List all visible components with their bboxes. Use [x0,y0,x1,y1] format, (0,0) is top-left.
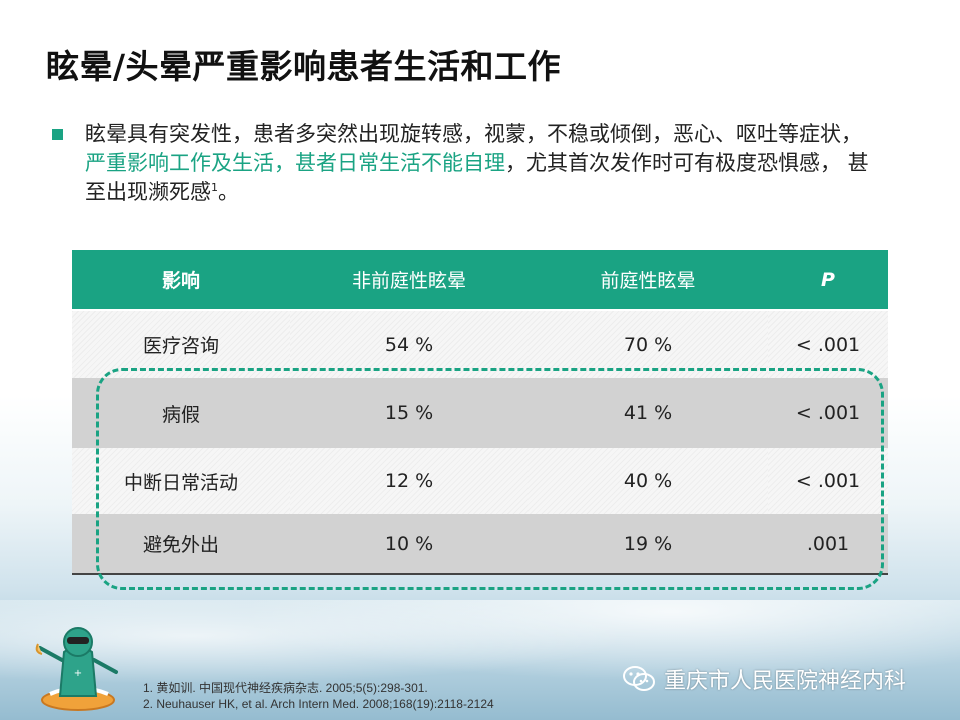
reference-item: 2. Neuhauser HK, et al. Arch Intern Med.… [143,697,494,711]
citation-superscript: 1 [211,181,218,194]
non-vestibular-value: 10 % [290,514,528,575]
vestibular-value: 40 % [528,448,768,514]
non-vestibular-value: 54 % [290,310,528,378]
sea-background [0,600,960,720]
header-non-vestibular: 非前庭性眩晕 [290,250,528,311]
row-label: 医疗咨询 [72,310,290,378]
bullet-text-after: ，尤其首次发作时可有极度恐惧感， 甚至出现濒死感 [85,151,869,204]
page-title: 眩晕/头晕严重影响患者生活和工作 [46,47,562,86]
impact-table: 影响 非前庭性眩晕 前庭性眩晕 P 医疗咨询 54 % 70 % < .001 … [72,250,888,575]
bullet-text-before: 眩晕具有突发性，患者多突然出现旋转感，视蒙，不稳或倾倒，恶心、呕吐等症状， [85,122,862,146]
p-value: < .001 [768,378,888,448]
bullet-text-end: 。 [218,180,239,204]
svg-text:+: + [74,668,82,679]
row-label: 中断日常活动 [72,448,290,514]
vestibular-value: 41 % [528,378,768,448]
reference-item: 1. 黄如训. 中国现代神经疾病杂志. 2005;5(5):298-301. [143,681,428,695]
watermark-text: 重庆市人民医院神经内科 [664,669,907,694]
highlight-dashed-box [96,368,884,590]
non-vestibular-value: 15 % [290,378,528,448]
bullet-point: 眩晕具有突发性，患者多突然出现旋转感，视蒙，不稳或倾倒，恶心、呕吐等症状， 严重影… [52,120,882,207]
wechat-icon [623,666,655,691]
vestibular-value: 70 % [528,310,768,378]
table-header-row: 影响 非前庭性眩晕 前庭性眩晕 P [72,250,888,311]
p-value: < .001 [768,448,888,514]
non-vestibular-value: 12 % [290,448,528,514]
header-p-value: P [768,250,888,311]
bullet-highlight: 严重影响工作及生活，甚者日常生活不能自理 [85,151,505,175]
table-row: 避免外出 10 % 19 % .001 [72,514,888,575]
row-label: 避免外出 [72,514,290,575]
mascot-illustration: + [35,627,118,711]
header-impact: 影响 [72,250,290,311]
references: 1. 黄如训. 中国现代神经疾病杂志. 2005;5(5):298-301. 2… [143,680,494,712]
table-row: 病假 15 % 41 % < .001 [72,378,888,448]
header-vestibular: 前庭性眩晕 [528,250,768,311]
bullet-text: 眩晕具有突发性，患者多突然出现旋转感，视蒙，不稳或倾倒，恶心、呕吐等症状， 严重影… [85,120,882,207]
table-row: 中断日常活动 12 % 40 % < .001 [72,448,888,514]
p-value: < .001 [768,310,888,378]
table-row: 医疗咨询 54 % 70 % < .001 [72,310,888,378]
watermark: 重庆市人民医院神经内科 [622,663,906,695]
vestibular-value: 19 % [528,514,768,575]
bullet-square-icon [52,129,63,140]
